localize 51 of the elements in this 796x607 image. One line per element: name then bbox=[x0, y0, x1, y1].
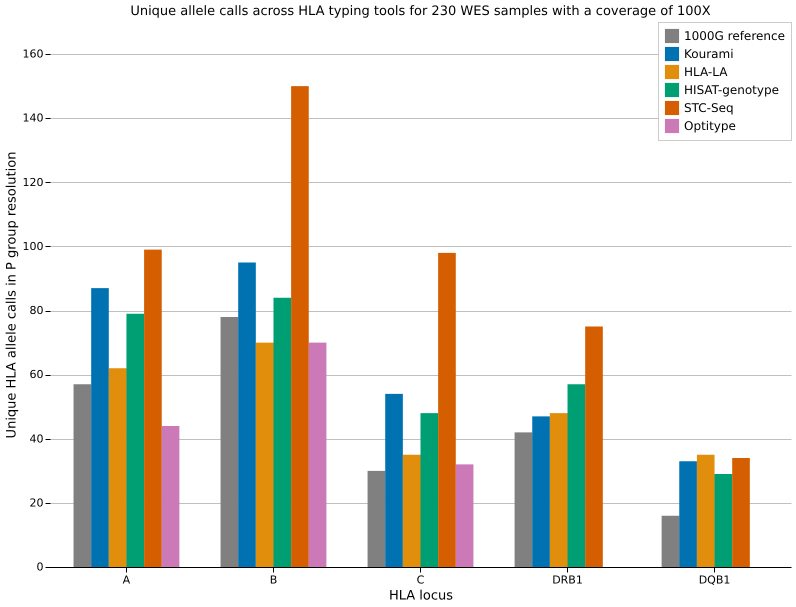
bar bbox=[532, 416, 550, 567]
bar bbox=[144, 250, 162, 567]
bar bbox=[438, 252, 456, 567]
bar bbox=[514, 432, 532, 567]
bar bbox=[550, 413, 568, 567]
y-tick-label: 60 bbox=[30, 368, 44, 382]
chart-title: Unique allele calls across HLA typing tools for 230 WES samples with a coverage of 100X bbox=[130, 4, 711, 19]
bar bbox=[456, 464, 474, 567]
y-tick-label: 100 bbox=[22, 240, 44, 253]
x-tick-label: A bbox=[122, 574, 131, 586]
legend-label: 1000G reference bbox=[684, 29, 785, 43]
bar bbox=[256, 342, 274, 567]
y-tick-label: 20 bbox=[30, 496, 44, 510]
bar bbox=[402, 454, 420, 567]
bar bbox=[568, 384, 586, 567]
y-tick-label: 80 bbox=[30, 304, 44, 318]
legend-label: Kourami bbox=[684, 47, 734, 61]
legend-label: HISAT-genotype bbox=[684, 83, 779, 97]
bar bbox=[696, 454, 715, 567]
bar bbox=[91, 288, 109, 567]
bar bbox=[308, 342, 326, 567]
bar bbox=[162, 426, 180, 567]
bar bbox=[273, 298, 292, 567]
bar bbox=[368, 470, 386, 567]
x-axis-title: HLA locus bbox=[388, 588, 454, 604]
bar bbox=[291, 86, 309, 567]
y-tick-label: 140 bbox=[22, 112, 44, 125]
bar bbox=[679, 461, 697, 567]
bar bbox=[420, 413, 438, 567]
bar bbox=[585, 326, 603, 567]
bar bbox=[74, 384, 92, 567]
x-tick-label: B bbox=[270, 574, 278, 586]
y-tick-label: 120 bbox=[22, 176, 44, 189]
bar bbox=[238, 262, 256, 567]
bar bbox=[108, 368, 126, 567]
legend-label: Optitype bbox=[684, 119, 736, 133]
x-tick-label: DRB1 bbox=[552, 574, 583, 586]
x-tick-label: C bbox=[416, 574, 425, 586]
bar bbox=[714, 474, 732, 567]
bar bbox=[662, 516, 680, 567]
bar bbox=[126, 314, 144, 567]
legend-label: STC-Seq bbox=[684, 101, 734, 115]
bar bbox=[732, 458, 750, 567]
bar bbox=[220, 316, 238, 567]
legend-label: HLA-LA bbox=[684, 65, 728, 79]
bar bbox=[385, 394, 403, 567]
y-tick-label: 40 bbox=[30, 432, 44, 446]
x-tick-label: DQB1 bbox=[698, 574, 730, 586]
y-axis-title: Unique HLA allele calls in P group resolution bbox=[4, 152, 20, 438]
y-tick-label: 160 bbox=[22, 48, 44, 61]
y-tick-label: 0 bbox=[36, 560, 44, 574]
